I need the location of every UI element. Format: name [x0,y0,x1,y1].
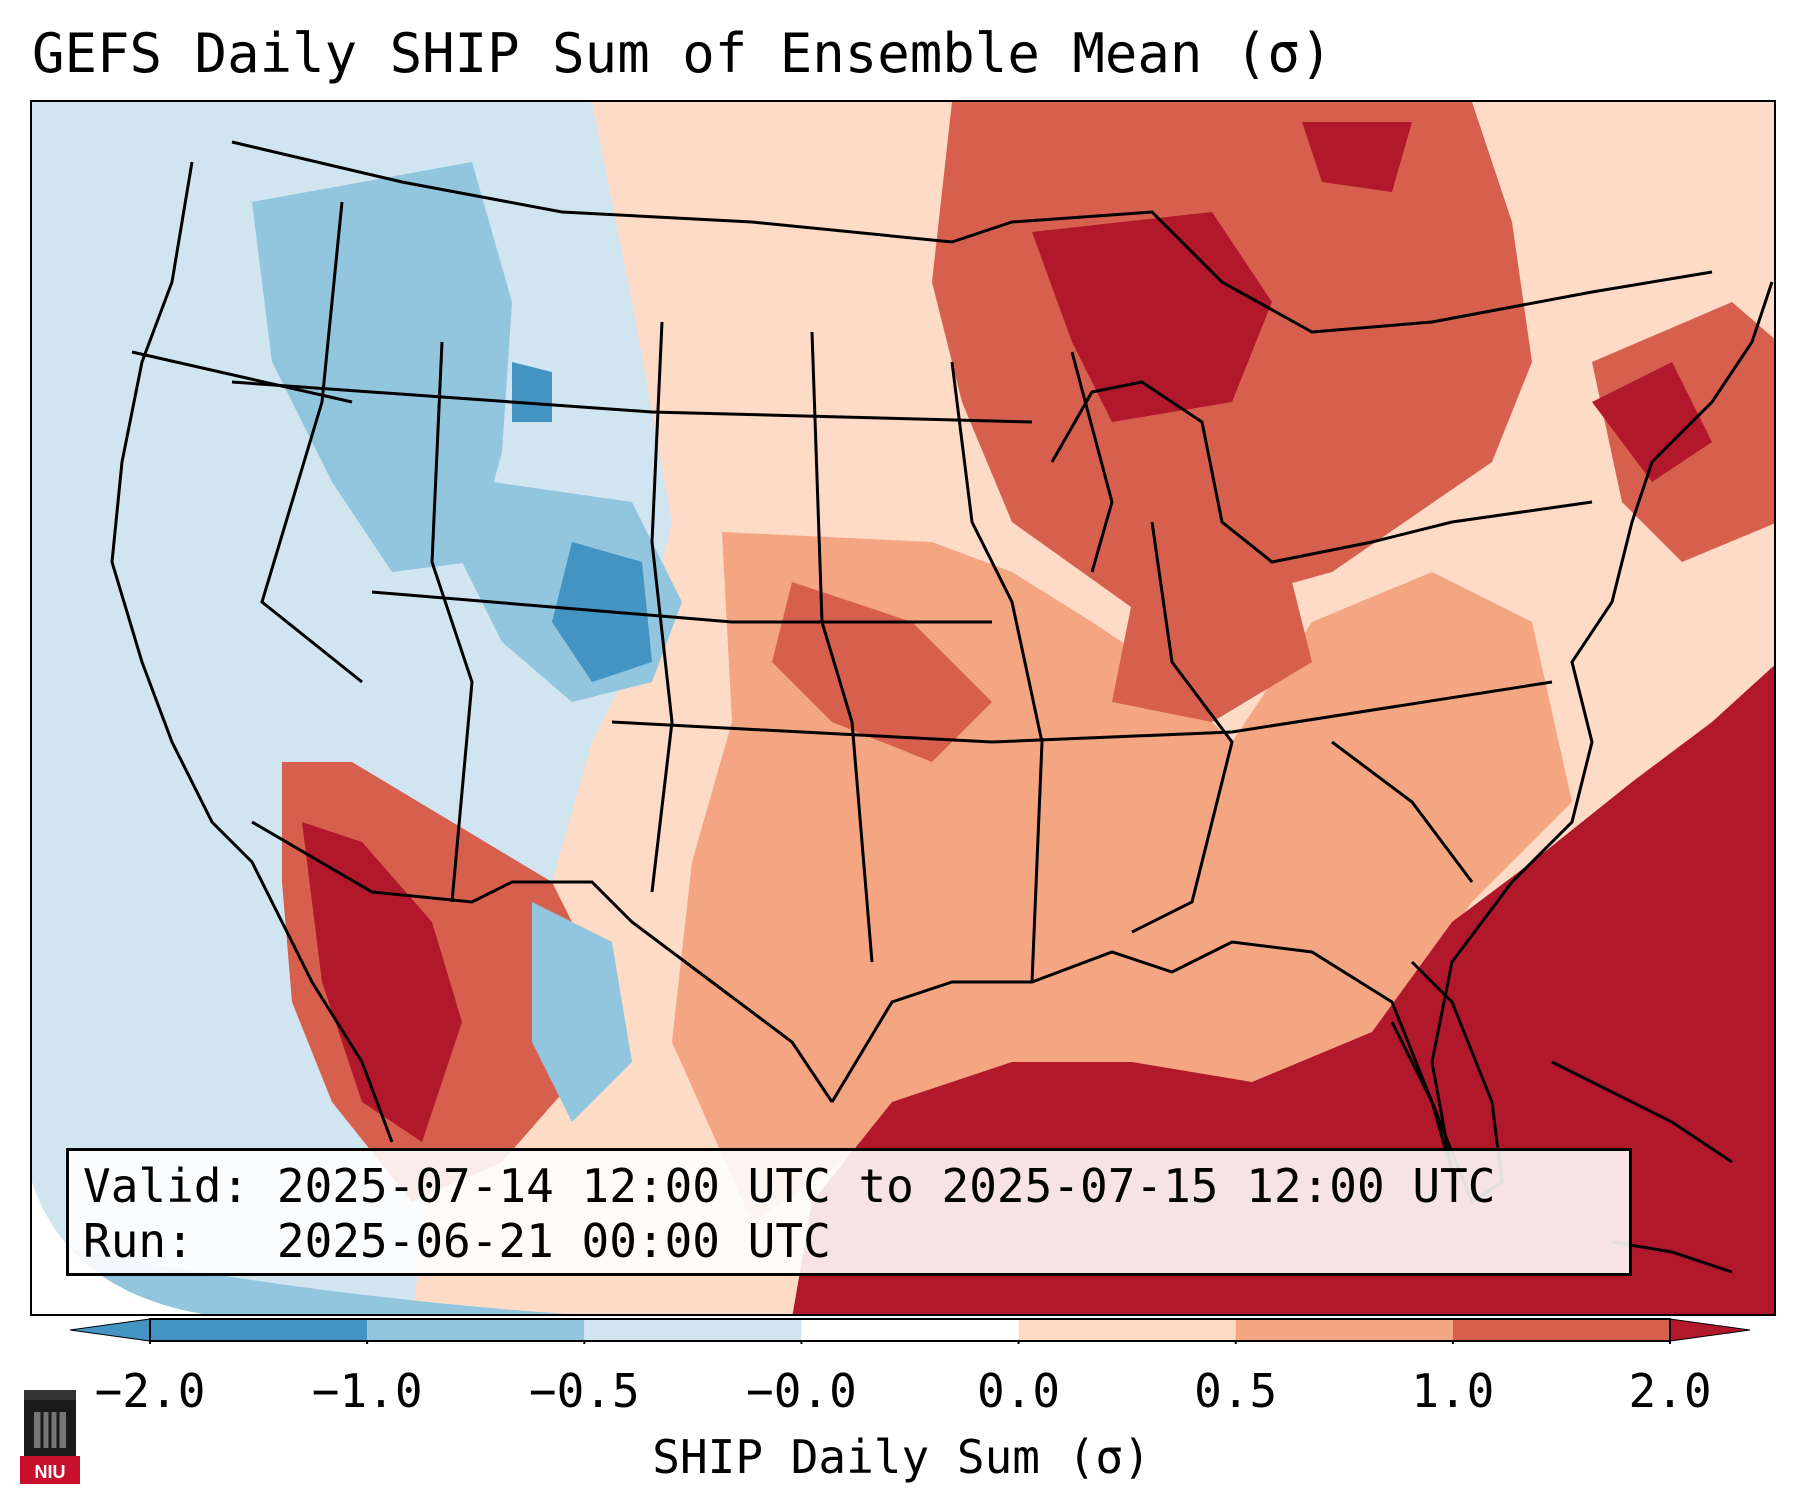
colorbar-tick-label: −2.0 [94,1364,206,1418]
valid-value: 2025-07-14 12:00 UTC to 2025-07-15 12:00… [276,1159,1496,1213]
negative-northwest [252,162,512,572]
idaho-nevada-line [260,201,363,684]
chart-title: GEFS Daily SHIP Sum of Ensemble Mean (σ) [32,22,1333,85]
colorbar-segment [1452,1319,1670,1341]
oregon-idaho-line [131,350,353,404]
colorbar-label: SHIP Daily Sum (σ) [652,1430,1151,1484]
east-coast [1430,281,1774,1173]
utah-line [430,341,474,903]
southern-tier-line [611,680,1553,744]
great-lakes-outline [1050,380,1593,564]
gulf-coast [830,940,1454,1173]
colorbar-segment [1018,1319,1236,1341]
strong-negative-wyoming [512,362,552,422]
plains-line-1 [650,321,674,893]
colorbar [70,1318,1750,1344]
strong-positive-ohio [1112,582,1312,722]
run-row: Run: 2025-06-21 00:00 UTC [83,1214,1615,1269]
run-value: 2025-06-21 00:00 UTC [276,1214,831,1268]
valid-row: Valid: 2025-07-14 12:00 UTC to 2025-07-1… [83,1159,1615,1214]
colorbar-outline [149,1318,1671,1342]
bahamas-chain [1551,1060,1733,1164]
negative-bottom-left [32,1242,567,1314]
colorbar-segment [584,1319,802,1341]
carolina-line [1331,740,1474,883]
valid-run-info-box: Valid: 2025-07-14 12:00 UTC to 2025-07-1… [66,1148,1632,1276]
colorbar-segment [150,1319,368,1341]
run-label: Run: [83,1214,194,1268]
mississippi-line [950,361,1044,983]
colorbar-extend-high [1669,1318,1750,1342]
colorbar-tick-label: 0.5 [1194,1364,1278,1418]
colorbar-extend-low [70,1318,151,1342]
colorbar-tick-label: −0.5 [528,1364,640,1418]
colorbar-segment [1235,1319,1453,1341]
very-strong-positive-baja [302,822,462,1142]
west-coast [110,161,394,1143]
ship-field-map [32,102,1774,1314]
very-strong-positive-great-lakes [1032,212,1272,422]
colorbar-tick-label: 2.0 [1628,1364,1712,1418]
hispaniola-coast [1611,1240,1733,1274]
colorbar-tick-label: 0.0 [977,1364,1061,1418]
negative-mexico [532,902,632,1122]
caribbean-coasts [1551,1060,1733,1274]
off-domain-corner [32,1182,204,1314]
valid-label: Valid: [83,1159,250,1213]
colorbar-tick-label: −1.0 [311,1364,423,1418]
boundaries [110,140,1774,1205]
state-line-north [231,380,1033,424]
plains-line-2 [810,331,874,963]
central-east-west-line [371,590,992,624]
niu-logo: NIU [20,1390,80,1484]
colorbar-segment [367,1319,585,1341]
colorbar-segment [801,1319,1019,1341]
colorbar-tick-label: −0.0 [746,1364,857,1418]
strong-positive-plains [772,582,992,762]
appalachian-line [1131,521,1234,934]
mexico-border [251,820,834,1103]
very-strong-positive-superior [1302,122,1412,192]
svg-text:NIU: NIU [35,1462,66,1482]
very-strong-positive-maine [1592,362,1712,482]
canada-border [231,140,1713,334]
colorbar-tick-label: 1.0 [1411,1364,1495,1418]
map-panel [30,100,1776,1316]
lake-michigan [1070,351,1114,573]
